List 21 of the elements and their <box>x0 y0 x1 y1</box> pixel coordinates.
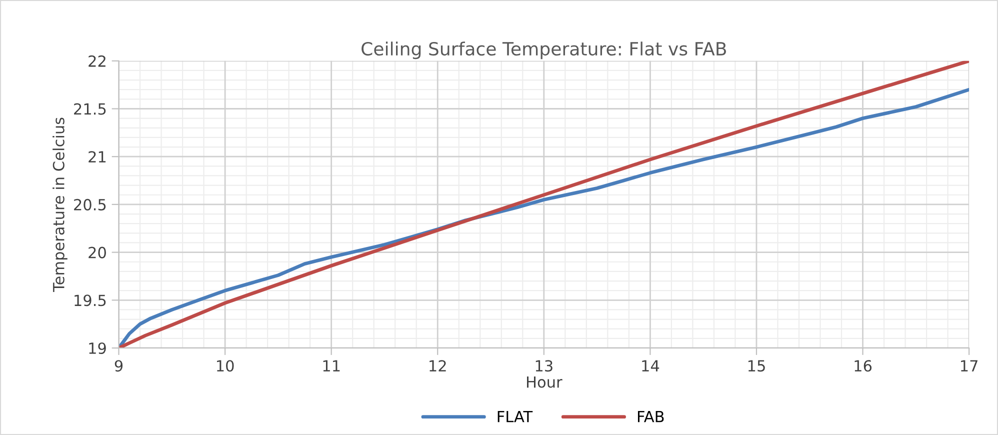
x-axis-title: Hour <box>527 376 562 388</box>
y-tick-label: 22 <box>88 55 106 67</box>
x-tick-label: 16 <box>854 360 872 372</box>
legend-label: FLAT <box>498 411 533 422</box>
x-tick-label: 11 <box>323 360 340 372</box>
x-tick-label: 14 <box>642 360 660 372</box>
x-tick-label: 9 <box>114 360 123 372</box>
y-tick-label: 21 <box>88 151 106 162</box>
legend-label: FAB <box>638 411 664 422</box>
y-tick-label: 19 <box>89 342 106 354</box>
y-tick-label: 20 <box>88 246 106 258</box>
x-tick-label: 17 <box>961 360 978 372</box>
y-axis-title: Temperature in Celcius <box>52 118 68 292</box>
x-tick-label: 12 <box>430 360 446 372</box>
y-tick-label: 20.5 <box>74 198 106 210</box>
chart-title: Ceiling Surface Temperature: Flat vs FAB <box>362 42 726 60</box>
x-tick-label: 10 <box>217 360 234 372</box>
x-tick-label: 15 <box>748 360 765 372</box>
y-tick-label: 19.5 <box>74 294 106 306</box>
y-tick-label: 21.5 <box>74 103 106 115</box>
x-tick-label: 13 <box>536 360 552 372</box>
